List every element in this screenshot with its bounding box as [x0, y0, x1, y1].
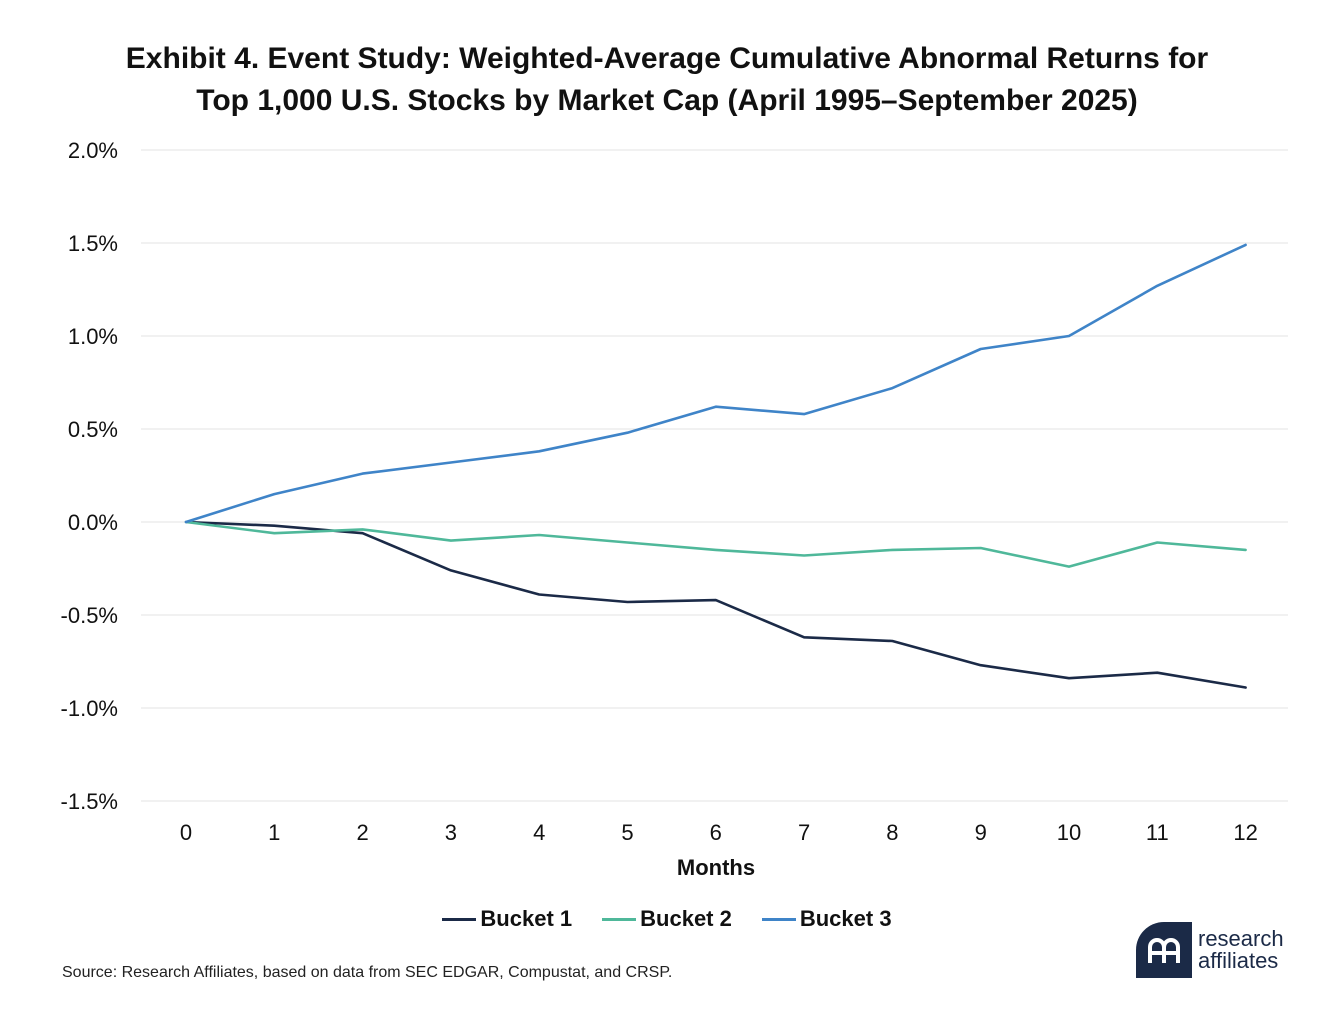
legend-swatch-bucket-1 — [442, 917, 477, 921]
legend: Bucket 1 Bucket 2 Bucket 3 — [0, 906, 1334, 932]
legend-label-bucket-1: Bucket 1 — [480, 906, 573, 931]
y-tick-label: 0.5% — [68, 417, 118, 442]
legend-item-bucket-2: Bucket 2 — [602, 906, 732, 932]
legend-label-bucket-2: Bucket 2 — [640, 906, 732, 931]
legend-item-bucket-3: Bucket 3 — [761, 906, 892, 932]
series-line-bucket-1 — [184, 520, 1247, 689]
chart-title: Exhibit 4. Event Study: Weighted-Average… — [0, 38, 1334, 122]
x-tick-label: 2 — [356, 820, 368, 845]
logo-text-line2: affiliates — [1198, 948, 1279, 973]
x-tick-label: 12 — [1233, 820, 1257, 845]
x-tick-label: 11 — [1146, 820, 1169, 845]
logo-mark-icon — [1136, 922, 1192, 978]
x-axis-label: Months — [677, 855, 755, 880]
x-tick-label: 0 — [180, 820, 192, 845]
chart-title-line2: Top 1,000 U.S. Stocks by Market Cap (Apr… — [196, 84, 1138, 117]
chart-title-line1: Exhibit 4. Event Study: Weighted-Average… — [125, 42, 1209, 75]
research-affiliates-logo: research affiliates — [1136, 922, 1284, 978]
x-tick-label: 3 — [445, 820, 457, 845]
y-tick-label: 1.5% — [68, 231, 118, 256]
x-tick-label: 9 — [975, 820, 987, 845]
legend-item-bucket-1: Bucket 1 — [442, 906, 572, 932]
series-line-bucket-2 — [184, 520, 1247, 568]
logo-text: research affiliates — [1198, 928, 1284, 972]
x-tick-label: 6 — [710, 820, 722, 845]
legend-swatch-bucket-2 — [602, 917, 637, 921]
y-tick-label: -0.5% — [61, 603, 118, 628]
x-tick-label: 7 — [798, 820, 810, 845]
series-line-bucket-3 — [184, 243, 1247, 524]
source-note: Source: Research Affiliates, based on da… — [62, 964, 673, 981]
y-tick-label: 0.0% — [68, 510, 118, 535]
x-tick-label: 5 — [621, 820, 633, 845]
x-tick-label: 4 — [533, 820, 545, 845]
x-tick-label: 8 — [886, 820, 898, 845]
y-tick-label: 1.0% — [68, 324, 118, 349]
line-chart: 2.0%1.5%1.0%0.5%0.0%-0.5%-1.0%-1.5%0 1 2 3 4… — [61, 138, 1288, 880]
y-tick-label: -1.0% — [61, 696, 118, 721]
legend-swatch-bucket-3 — [761, 917, 796, 921]
logo-text-line1: research — [1198, 926, 1284, 951]
legend-label-bucket-3: Bucket 3 — [799, 906, 892, 931]
y-tick-label: -1.5% — [61, 789, 118, 814]
x-tick-label: 1 — [268, 820, 280, 845]
y-tick-label: 2.0% — [68, 138, 118, 163]
x-tick-label: 10 — [1057, 820, 1081, 845]
